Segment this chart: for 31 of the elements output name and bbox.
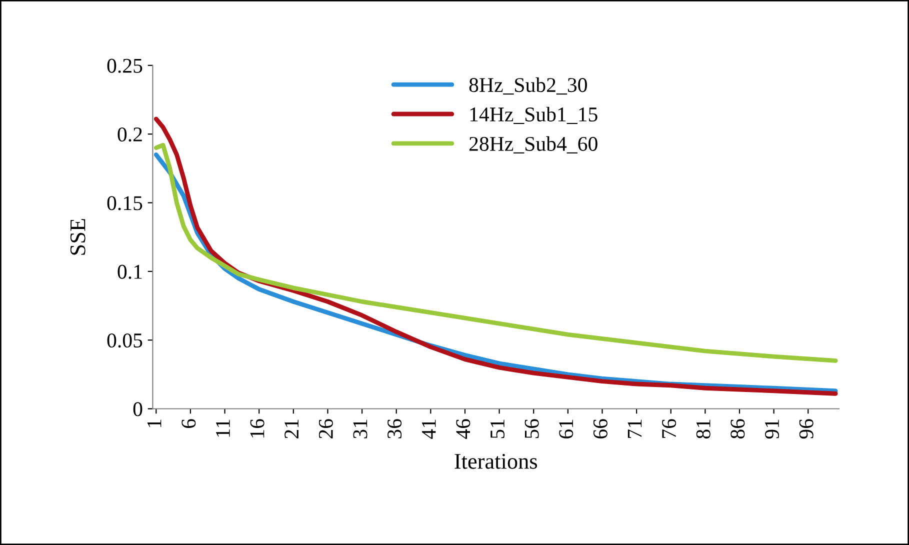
legend-label: 28Hz_Sub4_60: [469, 136, 598, 154]
y-tick-label: 0.05: [107, 333, 142, 348]
x-tick-label: 16: [250, 419, 264, 438]
x-tick-label: 86: [730, 419, 745, 439]
x-tick-label: 56: [524, 419, 539, 438]
x-tick-label: 71: [628, 420, 642, 438]
y-tick-label: 0.2: [118, 127, 142, 142]
legend-label: 14Hz_Sub1_15: [470, 106, 598, 124]
x-axis-title: Iterations: [454, 454, 538, 469]
x-tick-label: 26: [318, 419, 333, 438]
x-tick-label: 81: [696, 420, 710, 439]
x-tick-label: 31: [353, 420, 368, 438]
x-tick-label: 61: [559, 420, 574, 438]
x-tick-label: 51: [490, 420, 505, 438]
x-tick-label: 66: [593, 419, 608, 438]
y-tick-label: 0.15: [107, 196, 142, 210]
y-axis-title: SSE: [70, 219, 86, 255]
x-tick-label: 46: [456, 419, 470, 439]
x-tick-label: 76: [662, 419, 676, 438]
y-tick-label: 0.1: [118, 264, 142, 279]
x-tick-label: 6: [182, 419, 196, 428]
x-tick-label: 96: [799, 419, 814, 439]
y-tick-label: 0.25: [107, 58, 142, 73]
x-tick-label: 11: [216, 420, 230, 437]
legend-label: 8Hz_Sub2_30: [469, 77, 587, 95]
x-tick-label: 36: [388, 419, 402, 438]
x-tick-label: 21: [284, 420, 298, 438]
x-tick-label: 41: [422, 420, 436, 439]
x-tick-label: 1: [147, 420, 162, 428]
y-tick-label: 0: [133, 402, 142, 416]
x-tick-label: 91: [765, 420, 780, 439]
